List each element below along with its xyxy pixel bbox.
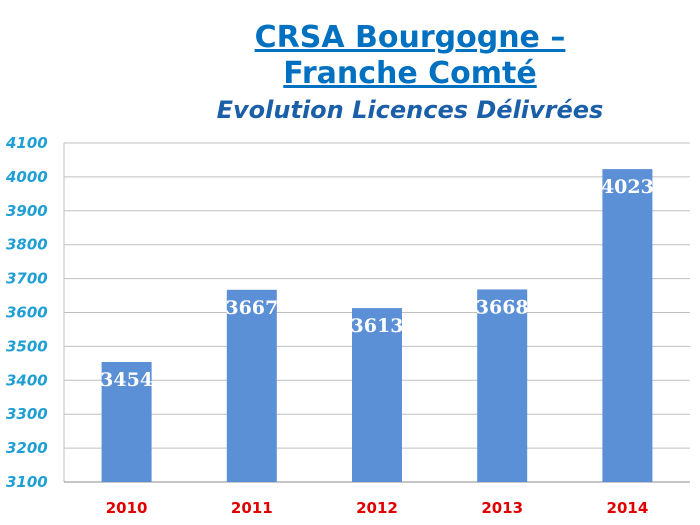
y-tick-label: 3700 <box>6 270 48 288</box>
y-tick-label: 3400 <box>6 371 48 389</box>
chart-title-block: CRSA Bourgogne – Franche Comté Evolution… <box>120 20 700 126</box>
x-tick-label-2013: 2013 <box>481 499 523 517</box>
data-label-2011: 3667 <box>225 297 278 319</box>
data-label-2012: 3613 <box>351 315 404 337</box>
y-tick-label: 3300 <box>6 405 48 423</box>
x-tick-label-2011: 2011 <box>231 499 273 517</box>
data-label-2014: 4023 <box>601 176 654 198</box>
bar-2014 <box>602 169 653 482</box>
y-tick-label: 3600 <box>6 304 48 322</box>
x-tick-label-2012: 2012 <box>356 499 398 517</box>
x-tick-label-2010: 2010 <box>106 499 148 517</box>
y-tick-label: 3500 <box>6 337 48 355</box>
y-tick-label: 3900 <box>6 202 48 220</box>
y-tick-label: 4000 <box>5 168 48 186</box>
bar-2010 <box>101 361 152 482</box>
y-tick-label: 4100 <box>5 134 48 152</box>
bar-2011 <box>226 289 277 482</box>
bar-2012 <box>352 308 402 482</box>
x-tick-label-2014: 2014 <box>607 499 649 517</box>
chart-subtitle: Evolution Licences Délivrées <box>216 96 604 124</box>
y-tick-label: 3200 <box>6 439 48 457</box>
data-label-2010: 3454 <box>100 369 153 391</box>
data-label-2013: 3668 <box>476 296 529 318</box>
y-tick-label: 3100 <box>6 473 48 491</box>
chart-title-line-1: CRSA Bourgogne – <box>254 20 566 55</box>
bar-2013 <box>477 289 528 482</box>
y-tick-label: 3800 <box>6 236 48 254</box>
chart-title-line-2: Franche Comté <box>283 56 537 91</box>
